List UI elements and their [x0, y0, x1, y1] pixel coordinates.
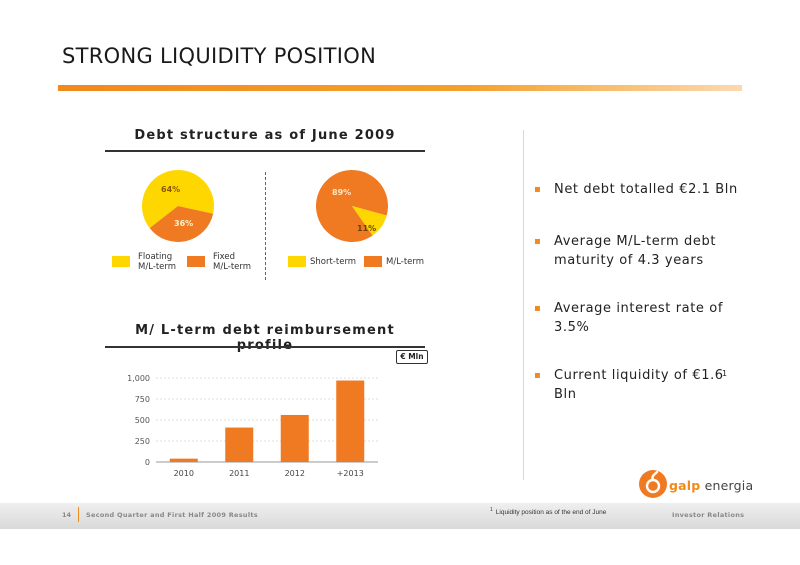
y-tick-label: 250	[135, 437, 150, 446]
bar-2012	[280, 414, 309, 462]
legend-swatch-floating	[112, 256, 130, 267]
x-tick-label: 2010	[174, 469, 194, 478]
reimbursement-bar-chart: 0 250 500 750 1,000 2010 2011 2012 +2013	[127, 374, 378, 478]
reimbursement-rule	[105, 346, 425, 348]
bar-2010	[169, 458, 198, 462]
legend-swatch-ml-term	[364, 256, 382, 267]
footnote: 1 Liquidity position as of the end of Jun…	[490, 507, 607, 516]
footer-department: Investor Relations	[672, 511, 745, 519]
legend-swatch-short-term	[288, 256, 306, 267]
bullet-marker: ▪	[534, 236, 541, 247]
x-tick-label: 2012	[285, 469, 305, 478]
footer-presentation-title: Second Quarter and First Half 2009 Resul…	[86, 511, 258, 519]
footnote-ref: 1	[722, 369, 728, 378]
pie-label-short-term: 11%	[357, 224, 377, 233]
bullet-marker: ▪	[534, 370, 541, 381]
footer-bar	[0, 503, 800, 529]
y-tick-label: 750	[135, 395, 150, 404]
x-tick-label: +2013	[337, 469, 364, 478]
y-tick-label: 1,000	[127, 374, 150, 383]
logo-wordmark: galp energia	[669, 478, 754, 493]
bullet-text: Average M/L-term debt maturity of 4.3 ye…	[554, 234, 717, 268]
page-number: 14	[62, 511, 72, 519]
content-divider	[523, 130, 524, 480]
bar-2011	[225, 427, 254, 462]
reimbursement-title: M/ L-term debt reimbursement profile	[135, 323, 395, 353]
galp-logo-icon	[639, 470, 667, 498]
bullet-text: Net debt totalled €2.1 Bln	[554, 182, 738, 197]
pie-slice-fixed	[149, 206, 214, 242]
title-underline	[58, 85, 742, 91]
pie-label-ml-term: 89%	[332, 188, 352, 197]
legend-label-short-term: Short-term	[310, 257, 357, 267]
legend-label-fixed: Fixed M/L-term	[213, 252, 252, 272]
pie-slice-short-term	[352, 206, 387, 236]
footer-separator	[78, 507, 79, 522]
legend-label-floating: Floating M/L-term	[138, 252, 177, 272]
y-tick-label: 0	[145, 458, 150, 467]
pie-label-floating: 64%	[161, 185, 181, 194]
bullet-marker: ▪	[534, 184, 541, 195]
y-tick-label: 500	[135, 416, 150, 425]
pie-floating-fixed	[142, 170, 214, 242]
pie-short-ml	[316, 170, 388, 242]
legend-label-ml-term: M/L-term	[386, 257, 425, 267]
pie-label-fixed: 36%	[174, 219, 194, 228]
legend-swatch-fixed	[187, 256, 205, 267]
unit-badge: € Mln	[396, 350, 428, 364]
debt-structure-rule	[105, 150, 425, 152]
bar-plus2013	[336, 380, 365, 462]
bullet-text: Average interest rate of 3.5%	[554, 301, 723, 335]
slide-title: STRONG LIQUIDITY POSITION	[62, 44, 377, 68]
x-tick-label: 2011	[229, 469, 249, 478]
pie-divider	[265, 172, 266, 280]
debt-structure-title: Debt structure as of June 2009	[134, 128, 396, 143]
bullet-marker: ▪	[534, 303, 541, 314]
bullet-text: Current liquidity of €1.6 Bln	[554, 368, 724, 402]
pie-slice-floating	[142, 170, 214, 229]
